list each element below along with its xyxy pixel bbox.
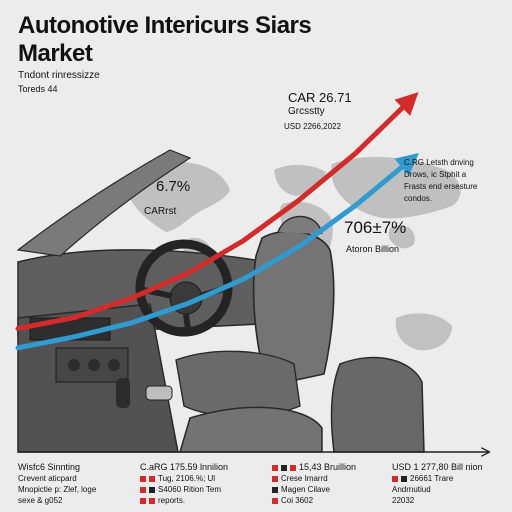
legend-item: Andrnutiud [392,484,483,495]
legend-swatch [401,475,407,482]
chart-series-line-blue [15,152,419,351]
map-asia [331,156,461,219]
legend-swatch [392,475,398,482]
legend-item: Tug, 2106.%; Ul [140,473,228,484]
map-europe [274,164,326,196]
car-interior-illustration [16,149,425,453]
pct-mid-label: 706±7% [344,218,407,237]
legend-item: 26661 Trare [392,473,483,484]
legend-item-text: 26661 Trare [410,474,454,483]
growth-label: Grcsstty [288,106,325,117]
legend-column-2: C.aRG 175.59 lnnilion Tug, 2106.%; Ul S40… [140,462,228,506]
legend-item: Magen Cilave [272,484,356,495]
legend-item-text: S4060 Rition Tem [158,485,221,494]
note-line: C.RG Letsth dnving [404,158,474,167]
driver-seat-cushion [175,350,301,418]
gear-shifter [116,378,130,408]
map-australia [395,313,452,351]
driver-seat [252,230,335,387]
legend-item-text: Magen Cilave [281,485,330,494]
front-seat-left [178,406,323,453]
legend-swatch [272,486,278,493]
legend-line: Crevent aticpard [18,474,77,483]
legend-item-text: Crese Imarrd [281,474,328,483]
note-line: Frasts end ersesture [404,182,478,191]
knob [108,359,120,371]
legend-swatch [281,464,287,471]
legend-column-3-head: 15,43 Bruillion [272,462,356,473]
subtitle-line-1: Tndont rinressizze [18,70,100,81]
legend-item: reports. [140,495,228,506]
legend-item: Crese Imarrd [272,473,356,484]
legend-item-text: Andrnutiud [392,485,431,494]
knob [88,359,100,371]
map-southeast-asia [388,224,415,249]
legend-column-3-head-text: 15,43 Bruillion [299,462,357,472]
title-line-1: Autonotive Intericurs Siars [18,12,312,39]
cagr-left-label: CARrst [144,206,177,217]
legend-column-3: 15,43 Bruillion Crese Imarrd Magen Cilave… [272,462,356,506]
legend-swatch [272,464,278,471]
front-seat-right [330,356,425,453]
legend-swatch [272,497,278,504]
page-title: Autonotive Intericurs Siars Market [18,12,378,68]
legend-item-text: reports. [158,496,186,505]
legend-item: S4060 Rition Tem [140,484,228,495]
legend-column-2-head: C.aRG 175.59 lnnilion [140,462,229,472]
legend-swatch [140,497,146,504]
legend-line: sexe & g052 [18,496,63,505]
note-line: condos. [404,194,433,203]
legend-item-text: Tug, 2106.%; Ul [158,474,216,483]
knob [68,359,80,371]
legend-swatch [140,486,146,493]
legend-column-4-head: USD 1 277,80 Bill nion [392,462,483,472]
legend-item: 22032 [392,495,483,506]
legend-column-4: USD 1 277,80 Bill nion 26661 Trare Andrnu… [392,462,483,506]
chart-series-line-red [15,92,419,332]
legend-swatch [149,486,155,493]
windshield-frame [16,149,192,257]
billion-mid-label: Atoron Billion [346,244,400,254]
legend-swatch [140,475,146,482]
pct-left-label: 6.7% [156,178,191,195]
legend-column-1-head: Wisfc6 Sinnting [18,462,81,472]
legend-line: Mnopictie p: Zlef, loge [18,485,97,494]
legend-swatch [149,475,155,482]
cagr-top-label: CAR 26.71 [288,90,352,105]
chart-series-points [17,98,413,348]
legend-swatch [272,475,278,482]
cupholder [145,385,173,401]
legend-swatch [290,464,296,471]
subtitle-line-2: Toreds 44 [18,84,58,94]
legend-item-text: Coi 3602 [281,496,314,505]
usd-label: USD 2266,2022 [284,122,341,131]
title-line-2: Market [18,40,93,67]
note-line: Drows, ic Stphit a [404,170,467,179]
legend-swatch [149,497,155,504]
legend-item: Coi 3602 [272,495,356,506]
legend-column-1: Wisfc6 Sinnting Crevent aticpard Mnopict… [18,462,96,506]
console-knobs [68,359,120,371]
legend-item-text: 22032 [392,496,415,505]
